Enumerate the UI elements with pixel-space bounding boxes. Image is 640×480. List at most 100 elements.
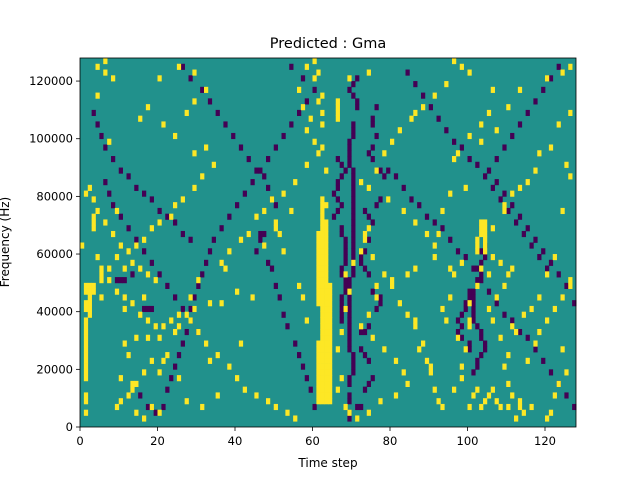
- heatmap-cell-high: [316, 300, 321, 307]
- heatmap-cell-low: [343, 288, 348, 295]
- heatmap-cell-low: [351, 254, 356, 261]
- heatmap-cell-high: [235, 288, 240, 295]
- heatmap-cell-low: [347, 380, 352, 387]
- y-tick-label: 120000: [29, 74, 73, 88]
- heatmap-cell-low: [246, 156, 251, 163]
- heatmap-cell-low: [258, 167, 263, 174]
- heatmap-cell-low: [355, 403, 360, 411]
- heatmap-cell-high: [328, 380, 333, 387]
- heatmap-cell-high: [165, 352, 170, 359]
- heatmap-cell-high: [335, 386, 340, 393]
- heatmap-cell-low: [517, 213, 523, 220]
- heatmap-cell-high: [355, 415, 360, 422]
- heatmap-cell-high: [83, 357, 89, 364]
- heatmap-cell-high: [467, 403, 472, 411]
- heatmap-cell-low: [130, 271, 135, 278]
- heatmap-cell-high: [204, 340, 209, 347]
- heatmap-cell-low: [335, 156, 340, 163]
- heatmap-cell-high: [328, 352, 333, 359]
- heatmap-cell-high: [545, 75, 550, 82]
- heatmap-cell-high: [316, 277, 321, 284]
- heatmap-cell-low: [347, 277, 352, 284]
- heatmap-cell-low: [525, 334, 530, 341]
- heatmap-cell-low: [343, 242, 348, 249]
- heatmap-cell-high: [529, 403, 534, 411]
- heatmap-cell-low: [545, 265, 550, 272]
- heatmap-cell-high: [184, 109, 189, 117]
- heatmap-cell-high: [510, 265, 515, 272]
- heatmap-cell-high: [324, 334, 329, 341]
- heatmap-cell-high: [413, 265, 418, 272]
- heatmap-cell-low: [351, 248, 356, 255]
- heatmap-cell-low: [173, 363, 178, 370]
- heatmap-cell-high: [432, 386, 437, 393]
- heatmap-cell-low: [471, 311, 476, 318]
- heatmap-cell-high: [91, 196, 96, 203]
- heatmap-cell-low: [173, 219, 178, 226]
- heatmap-cell-high: [486, 271, 492, 278]
- heatmap-cell-high: [545, 271, 550, 278]
- heatmap-cell-high: [452, 156, 457, 163]
- heatmap-cell-low: [359, 254, 364, 261]
- heatmap-cell-low: [273, 144, 278, 151]
- heatmap-cell-high: [328, 328, 333, 336]
- heatmap-cell-high: [382, 346, 387, 353]
- heatmap-cell-high: [417, 346, 422, 353]
- heatmap-cell-high: [91, 219, 96, 226]
- heatmap-cell-high: [320, 305, 325, 313]
- heatmap-cell-high: [161, 323, 166, 330]
- heatmap-cell-high: [111, 230, 116, 238]
- heatmap-cell-high: [83, 288, 89, 295]
- heatmap-cell-high: [483, 236, 488, 243]
- heatmap-cell-low: [149, 259, 154, 266]
- heatmap-cell-low: [483, 254, 488, 261]
- heatmap-cell-high: [149, 403, 154, 411]
- heatmap-cell-high: [192, 69, 197, 76]
- heatmap-cell-low: [339, 265, 344, 272]
- heatmap-cell-high: [126, 392, 131, 399]
- heatmap-cell-high: [498, 403, 503, 411]
- heatmap-cell-high: [483, 230, 488, 238]
- heatmap-cell-low: [126, 173, 131, 180]
- heatmap-cell-high: [320, 352, 325, 359]
- heatmap-cell-high: [413, 323, 418, 330]
- heatmap-cell-high: [122, 340, 127, 347]
- heatmap-cell-high: [173, 202, 178, 209]
- heatmap-cell-high: [142, 415, 147, 422]
- heatmap-cell-high: [475, 236, 480, 243]
- heatmap-cell-low: [188, 236, 193, 243]
- heatmap-cell-low: [366, 213, 371, 220]
- heatmap-cell-low: [347, 282, 352, 289]
- heatmap-cell-high: [130, 380, 135, 387]
- heatmap-cell-high: [161, 121, 166, 128]
- heatmap-cell-high: [83, 190, 89, 197]
- heatmap-cell-high: [95, 63, 100, 70]
- heatmap-cell-low: [145, 305, 151, 313]
- heatmap-cell-high: [401, 207, 406, 215]
- heatmap-cell-high: [316, 248, 321, 255]
- heatmap-cell-low: [374, 104, 379, 111]
- heatmap-cell-high: [223, 265, 228, 272]
- heatmap-cell-high: [176, 311, 182, 318]
- heatmap-cell-high: [122, 294, 127, 301]
- heatmap-cell-low: [378, 196, 383, 203]
- heatmap-cell-high: [556, 380, 561, 387]
- heatmap-cell-high: [324, 242, 329, 249]
- heatmap-cell-low: [273, 202, 278, 209]
- heatmap-cell-high: [324, 352, 329, 359]
- heatmap-cell-high: [494, 127, 499, 134]
- heatmap-cell-high: [328, 305, 333, 313]
- heatmap-cell-high: [312, 58, 317, 65]
- heatmap-cell-high: [328, 357, 333, 364]
- heatmap-cell-low: [362, 248, 368, 255]
- heatmap-cell-low: [134, 236, 139, 243]
- heatmap-cell-high: [103, 69, 108, 76]
- heatmap-cell-high: [328, 282, 333, 289]
- heatmap-cell-high: [405, 380, 410, 387]
- heatmap-cell-low: [564, 392, 569, 399]
- heatmap-cell-low: [312, 86, 317, 93]
- heatmap-cell-low: [188, 305, 193, 313]
- heatmap-cell-high: [359, 179, 364, 186]
- heatmap-cell-low: [452, 138, 457, 145]
- heatmap-cell-high: [316, 282, 321, 289]
